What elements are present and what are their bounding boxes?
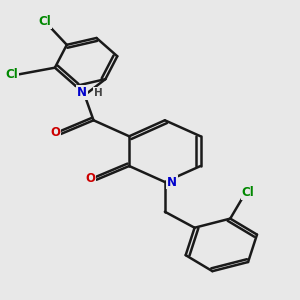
Text: Cl: Cl: [242, 186, 254, 199]
Text: N: N: [76, 86, 87, 99]
Text: Cl: Cl: [5, 68, 18, 81]
Text: H: H: [94, 88, 102, 98]
Text: Cl: Cl: [38, 16, 51, 28]
Text: O: O: [50, 126, 60, 140]
Text: N: N: [167, 176, 177, 188]
Text: O: O: [85, 172, 96, 185]
